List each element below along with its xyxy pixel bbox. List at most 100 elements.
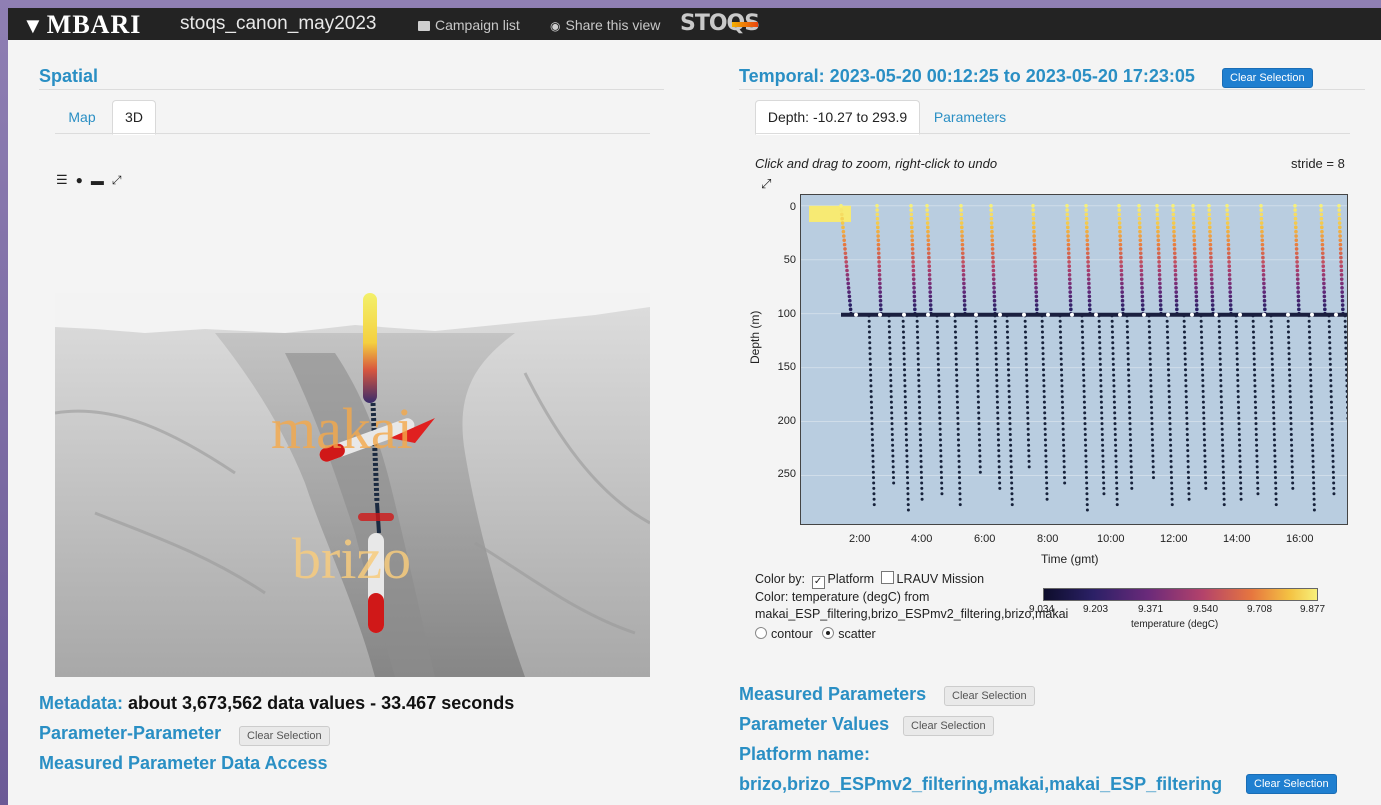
deep-profile-point — [1025, 389, 1029, 393]
deep-profile-point — [1149, 384, 1153, 388]
esp-sample-marker[interactable] — [1094, 312, 1098, 317]
campaign-name[interactable]: stoqs_canon_may2023 — [180, 13, 377, 34]
esp-sample-marker[interactable] — [1310, 312, 1314, 317]
lrauv-mission-checkbox[interactable] — [880, 571, 894, 584]
esp-sample-marker[interactable] — [1238, 312, 1242, 317]
deep-profile-point — [1327, 330, 1331, 334]
vr-headset-icon[interactable]: ▬ — [90, 172, 104, 188]
tab-parameters[interactable]: Parameters — [933, 109, 1007, 125]
deep-profile-point — [920, 476, 923, 480]
deep-profile-point — [1343, 330, 1347, 334]
esp-sample-marker[interactable] — [974, 312, 978, 317]
scatter-radio[interactable] — [822, 627, 835, 639]
fullscreen-icon[interactable]: ⤢ — [111, 172, 122, 187]
deep-profile-point — [1329, 368, 1332, 372]
shallow-profile-point — [990, 234, 994, 238]
shallow-profile-point — [1158, 281, 1162, 286]
esp-sample-marker[interactable] — [950, 312, 954, 317]
parameter-values-title[interactable]: Parameter Values — [739, 714, 890, 734]
tab-depth[interactable]: Depth: -10.27 to 293.9 — [755, 100, 920, 135]
deep-profile-point — [917, 395, 921, 399]
3d-viewer-canvas[interactable]: makai brizo — [55, 293, 650, 677]
esp-sample-marker[interactable] — [998, 312, 1002, 317]
deep-profile-point — [1083, 432, 1087, 436]
shallow-profile-point — [1339, 277, 1344, 281]
mbari-logo[interactable]: ▼MBARI — [22, 10, 141, 40]
deep-profile-point — [1128, 411, 1132, 415]
deep-profile-point — [918, 406, 922, 410]
esp-sample-marker[interactable] — [1262, 312, 1266, 317]
share-view-link[interactable]: ◉ Share this view — [550, 17, 660, 33]
shallow-profile-point — [1208, 251, 1213, 256]
parameter-parameter-title[interactable]: Parameter-Parameter — [39, 723, 222, 743]
platform-name-value[interactable]: brizo,brizo_ESPmv2_filtering,makai,makai… — [739, 774, 1223, 794]
esp-sample-marker[interactable] — [1046, 312, 1050, 317]
esp-sample-marker[interactable] — [1022, 312, 1026, 317]
shallow-profile-point — [1194, 285, 1198, 290]
depth-time-plot[interactable] — [800, 194, 1348, 525]
tab-3d[interactable]: 3D — [112, 100, 156, 135]
shallow-profile-point — [842, 234, 846, 238]
esp-sample-marker[interactable] — [854, 312, 858, 317]
x-tick-1600: 16:00 — [1286, 533, 1314, 545]
shallow-profile-point — [1227, 277, 1232, 281]
info-icon[interactable]: ● — [75, 173, 83, 187]
shallow-profile-point — [928, 285, 932, 290]
deep-profile-point — [1128, 432, 1132, 436]
esp-sample-marker[interactable] — [1190, 312, 1194, 317]
deep-profile-point — [957, 449, 961, 453]
contour-radio[interactable] — [755, 627, 767, 639]
shallow-profile-point — [1322, 281, 1326, 286]
campaign-list-link[interactable]: Campaign list — [418, 17, 520, 33]
deep-profile-point — [918, 438, 922, 442]
deep-profile-point — [1203, 470, 1207, 474]
deep-profile-point — [1042, 389, 1046, 393]
deep-profile-point — [1043, 432, 1047, 436]
deep-profile-point — [1251, 325, 1255, 329]
esp-sample-marker[interactable] — [1334, 312, 1338, 317]
esp-sample-marker[interactable] — [902, 312, 906, 317]
stoqs-logo-bar — [732, 22, 758, 27]
shallow-profile-point — [1118, 251, 1123, 256]
measured-parameters-clear-button[interactable]: Clear Selection — [944, 686, 1035, 706]
esp-sample-marker[interactable] — [878, 312, 882, 317]
esp-sample-marker[interactable] — [1166, 312, 1170, 317]
deep-profile-point — [1238, 454, 1242, 458]
deep-profile-point — [1023, 325, 1027, 329]
esp-sample-marker[interactable] — [926, 312, 930, 317]
parameter-values-clear-button[interactable]: Clear Selection — [903, 716, 994, 736]
deep-profile-point — [1061, 406, 1065, 410]
esp-sample-marker[interactable] — [1118, 312, 1122, 317]
shallow-profile-point — [926, 242, 931, 247]
color-line-2: makai_ESP_filtering,brizo_ESPmv2_filteri… — [755, 607, 1069, 621]
deep-profile-point — [1111, 352, 1115, 356]
deep-profile-point — [903, 379, 907, 383]
measured-parameters-title[interactable]: Measured Parameters — [739, 684, 927, 704]
deep-profile-point — [1128, 416, 1132, 420]
data-access-title[interactable]: Measured Parameter Data Access — [39, 753, 328, 773]
shallow-profile-point — [1086, 260, 1090, 264]
esp-sample-marker[interactable] — [1214, 312, 1218, 317]
esp-sample-marker[interactable] — [1070, 312, 1074, 317]
deep-profile-point — [868, 335, 872, 339]
shallow-profile-point — [960, 247, 965, 251]
shallow-profile-point — [1322, 298, 1327, 303]
list-icon[interactable]: ☰ — [56, 172, 68, 187]
platform-checkbox[interactable]: ✓ — [811, 576, 825, 589]
deep-profile-point — [1254, 416, 1258, 420]
shallow-profile-point — [1338, 234, 1342, 238]
esp-sample-marker[interactable] — [1142, 312, 1146, 317]
deep-profile-point — [887, 325, 891, 329]
temporal-clear-button[interactable]: Clear Selection — [1222, 68, 1313, 88]
deep-profile-point — [939, 465, 943, 469]
deep-profile-point — [1027, 443, 1031, 447]
shallow-profile-point — [1155, 221, 1160, 225]
deep-profile-point — [1329, 373, 1333, 377]
lrauv-mission-label: LRAUV Mission — [896, 572, 985, 586]
tab-map[interactable]: Map — [68, 109, 96, 125]
expand-icon[interactable]: ⤢ — [761, 176, 772, 191]
parameter-parameter-clear-button[interactable]: Clear Selection — [239, 726, 330, 746]
deep-profile-point — [1270, 362, 1274, 366]
esp-sample-marker[interactable] — [1286, 312, 1290, 317]
platform-clear-button[interactable]: Clear Selection — [1246, 774, 1337, 794]
